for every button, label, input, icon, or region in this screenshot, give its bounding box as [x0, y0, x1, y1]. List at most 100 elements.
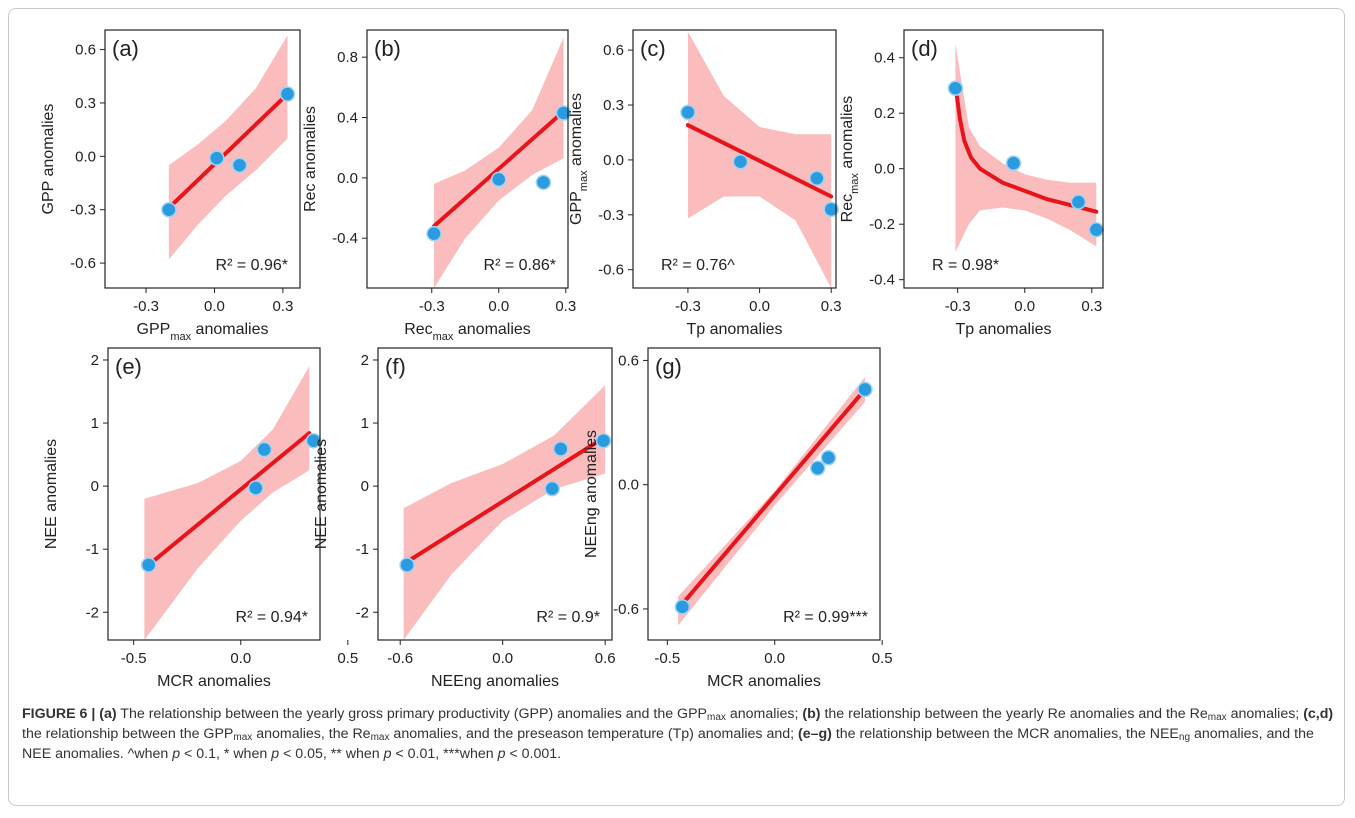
y-tick-label: 1 [91, 415, 99, 432]
axes-frame [647, 347, 881, 641]
x-tick-label: 0.3 [1081, 298, 1102, 315]
y-tick-label: -0.3 [598, 207, 624, 224]
x-axis-label: MCR anomalies [707, 673, 821, 690]
caption-text: < 0.001. [505, 746, 562, 762]
label-part: anomalies [839, 96, 856, 173]
data-point [857, 381, 873, 398]
label-part: MCR anomalies [707, 673, 821, 690]
caption-text: The relationship between the yearly gros… [116, 706, 707, 722]
label-part: anomalies [453, 321, 530, 338]
y-tick-label: -0.6 [598, 262, 624, 279]
label-part: NEE anomalies [313, 439, 330, 549]
label-part: GPP [568, 191, 585, 225]
annotation: R² = 0.9* [536, 609, 600, 626]
x-tick-label: 0.3 [555, 298, 576, 315]
confidence-band [955, 43, 1097, 252]
caption-text: the relationship between the GPP [22, 726, 234, 742]
annotation: R² = 0.86* [484, 257, 556, 274]
y-tick-label: -0.6 [70, 255, 96, 272]
label-part: Rec [404, 321, 432, 338]
x-tick-label: 0.5 [872, 650, 893, 667]
caption-text: (c,d) [1303, 706, 1334, 722]
y-tick-label: -0.6 [613, 601, 639, 618]
x-tick-label: 0.0 [488, 298, 509, 315]
caption-text: the relationship between the MCR anomali… [831, 726, 1179, 742]
x-tick-label: -0.3 [133, 298, 159, 315]
x-tick-label: 0.5 [337, 650, 358, 667]
label-part: Tp anomalies [686, 321, 782, 338]
caption-text: < 0.1, * when [180, 746, 272, 762]
y-tick-label: 0.0 [75, 148, 96, 165]
data-point [823, 201, 839, 218]
caption-text: anomalies; [1226, 706, 1304, 722]
data-point [256, 441, 273, 458]
confidence-band [434, 37, 564, 288]
y-axis-label: GPPmax anomalies [568, 93, 590, 225]
y-tick-label: 0.3 [603, 97, 624, 114]
panel-label: (a) [112, 36, 139, 61]
y-tick-label: 2 [91, 352, 99, 369]
caption-text: < 0.05, ** when [279, 746, 384, 762]
panel-label: (c) [640, 36, 666, 61]
label-part: NEEng anomalies [583, 430, 600, 558]
x-tick-label: 0.3 [272, 298, 293, 315]
x-tick-label: 0.0 [749, 298, 770, 315]
y-tick-label: 0.8 [337, 49, 358, 66]
annotation: R² = 0.76^ [661, 257, 735, 274]
y-tick-label: 0.2 [874, 105, 895, 122]
x-tick-label: -0.3 [675, 298, 701, 315]
label-part: NEEng anomalies [431, 673, 559, 690]
caption-text: anomalies, and the preseason temperature… [389, 726, 798, 742]
confidence-band [168, 35, 288, 260]
caption-text: ng [1178, 732, 1191, 743]
y-tick-label: 0 [91, 478, 99, 495]
data-point [248, 480, 264, 496]
y-tick-label: 0 [361, 478, 369, 495]
annotation: R² = 0.99*** [783, 609, 868, 626]
panel-label: (e) [115, 354, 142, 379]
x-axis-label: NEEng anomalies [431, 673, 559, 690]
caption-text: max [707, 712, 726, 723]
data-point [491, 171, 507, 188]
label-part: Rec [839, 194, 856, 222]
axes-frame [104, 29, 301, 289]
data-point [809, 170, 825, 186]
panel-label: (f) [385, 354, 406, 379]
data-point [1088, 221, 1105, 238]
y-tick-label: 0.6 [618, 352, 639, 369]
y-axis-label: Recmax anomalies [839, 96, 861, 223]
confidence-band [403, 385, 606, 640]
y-axis-label: Rec anomalies [302, 106, 319, 212]
y-tick-label: 0.0 [618, 477, 639, 494]
data-point [553, 441, 569, 457]
data-point [399, 557, 415, 573]
label-part: MCR anomalies [157, 673, 271, 690]
x-tick-label: 0.3 [821, 298, 842, 315]
y-tick-label: -0.2 [869, 216, 895, 233]
axes-frame [903, 29, 1104, 289]
caption-text: < 0.01, ***when [391, 746, 498, 762]
caption-text: p [497, 746, 506, 762]
label-part: GPP [137, 321, 171, 338]
y-tick-label: 0.0 [337, 170, 358, 187]
panel-label: (d) [911, 36, 938, 61]
label-part: anomalies [568, 93, 585, 170]
panel-label: (g) [655, 354, 682, 379]
panel-label: (b) [374, 36, 401, 61]
fit-line [146, 431, 312, 567]
x-tick-label: 0.0 [764, 650, 785, 667]
label-part: max [170, 331, 191, 343]
fit-line [953, 83, 1099, 214]
caption-text: p [271, 746, 280, 762]
label-part: GPP anomalies [40, 104, 57, 215]
axes-frame [632, 29, 837, 289]
fit-line [405, 434, 608, 564]
y-tick-label: -0.3 [70, 202, 96, 219]
data-point [947, 80, 964, 97]
fit-line [685, 123, 834, 199]
label-part: max [849, 173, 861, 194]
y-tick-label: 0.0 [603, 152, 624, 169]
label-part: NEE anomalies [43, 439, 60, 549]
axes-frame [366, 29, 569, 289]
